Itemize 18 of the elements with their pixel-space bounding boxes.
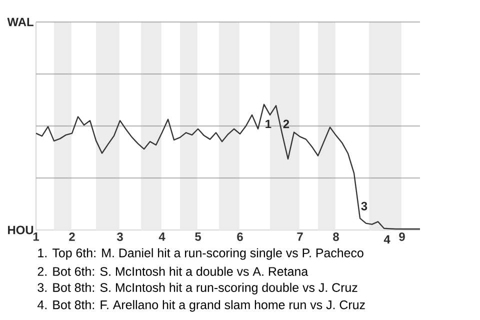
annotation: 2 bbox=[283, 120, 290, 128]
x-tick-label: 9 bbox=[399, 232, 405, 241]
annotation: 3 bbox=[361, 202, 368, 210]
text: HOU bbox=[8, 226, 34, 234]
text: 4. Bot 8th: F. Arellano hit a grand slam home run vs J. Cruz bbox=[37, 300, 365, 312]
text: 1. Top 6th: M. Daniel hit a run-scoring single vs P. Pacheco bbox=[38, 248, 364, 260]
x-tick-label: 3 bbox=[116, 232, 123, 242]
text: WAL bbox=[7, 18, 34, 26]
x-tick-label: 5 bbox=[195, 232, 201, 241]
text: 2. Bot 6th: S. McIntosh hit a double vs A. Retana bbox=[38, 266, 308, 276]
x-tick-label: 2 bbox=[69, 232, 75, 241]
x-tick-label: 6 bbox=[237, 232, 243, 241]
annotation: 1 bbox=[266, 120, 272, 128]
x-tick-label: 8 bbox=[333, 232, 339, 241]
x-tick-label: 7 bbox=[297, 232, 303, 241]
x-tick-label: 1 bbox=[33, 232, 39, 241]
x-tick-label: 4 bbox=[158, 232, 166, 241]
text: 3. Bot 8th: S. McIntosh hit a run-scoring double vs J. Cruz bbox=[38, 282, 358, 294]
